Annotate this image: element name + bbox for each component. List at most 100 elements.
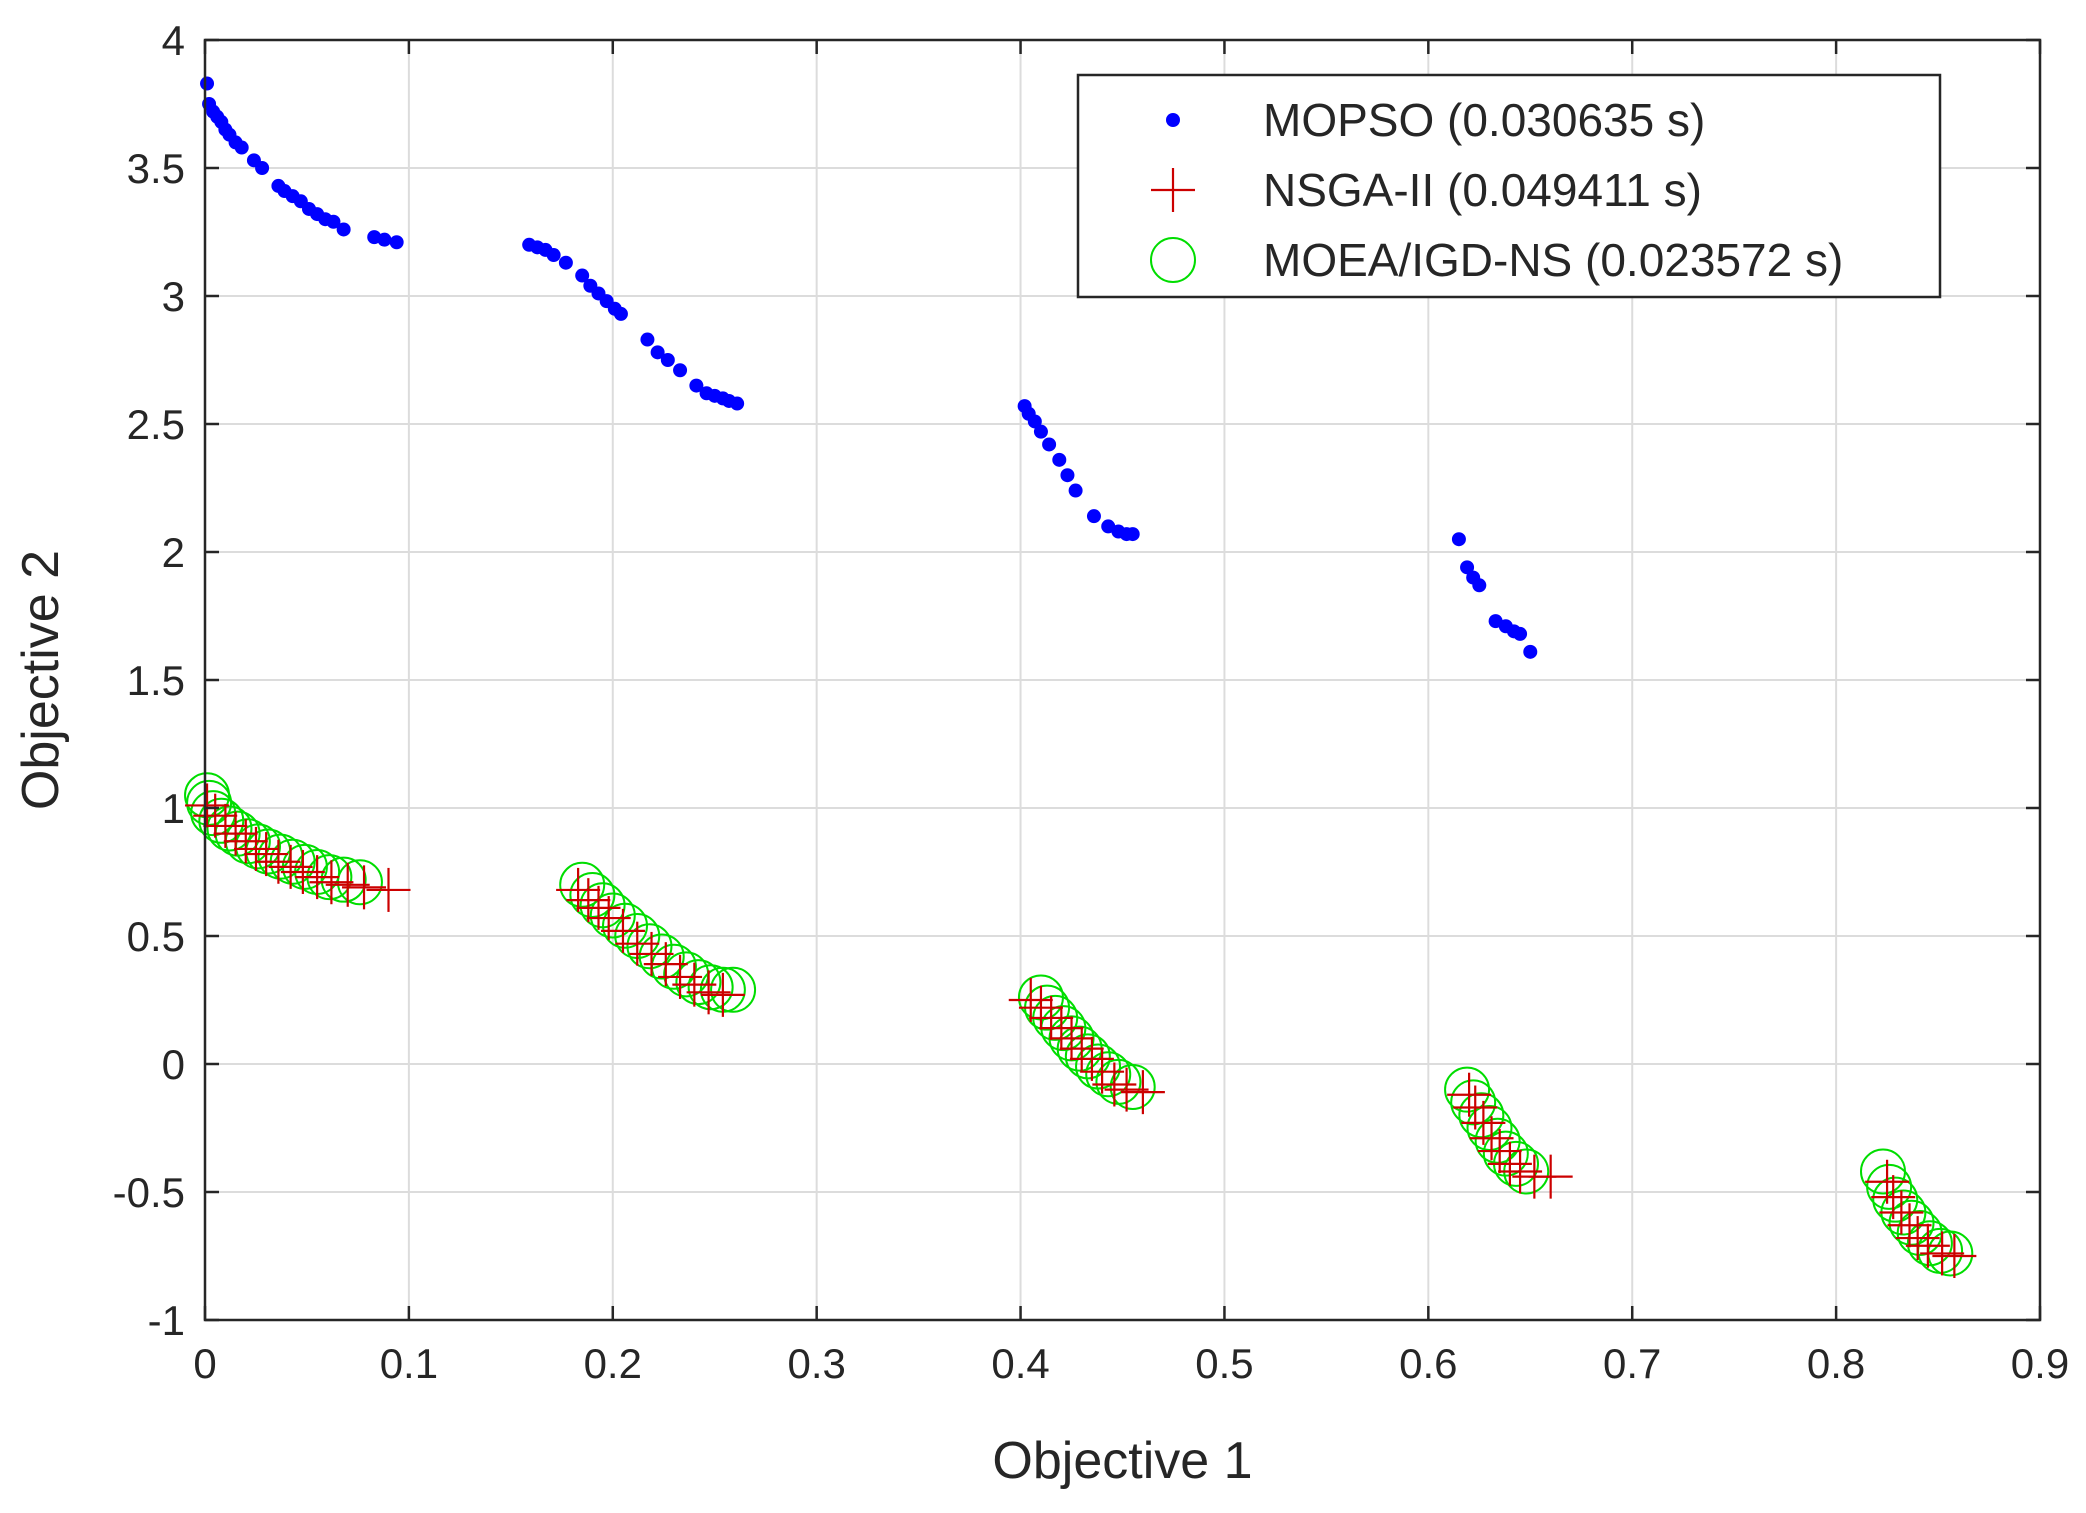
- x-tick-label: 0.5: [1195, 1340, 1253, 1387]
- data-point-plus: [1920, 1231, 1965, 1276]
- legend: MOPSO (0.030635 s) NSGA-II (0.049411 s) MO…: [1076, 73, 1942, 299]
- data-point-plus: [233, 826, 278, 871]
- series-dot: [200, 76, 1538, 659]
- data-point-plus: [1447, 1072, 1492, 1117]
- data-point-plus: [1059, 1026, 1104, 1071]
- y-tick-label: 1.5: [127, 657, 185, 704]
- data-point-circle: [602, 902, 649, 949]
- data-point-dot: [1460, 560, 1475, 575]
- data-point-circle: [1872, 1176, 1919, 1223]
- data-point-dot: [613, 306, 628, 321]
- data-point-plus: [1018, 985, 1063, 1030]
- data-point-dot: [377, 232, 392, 247]
- tick-labels: 0 0.1 0.2 0.3 0.4 0.5 0.6 0.7 0.8 0.9 -1 -0.5 0 0.5 1 1…: [113, 17, 2070, 1387]
- legend-marker-circle: [1150, 237, 1196, 283]
- data-point-plus: [1029, 995, 1074, 1040]
- data-point-plus: [1008, 978, 1053, 1022]
- legend-box: [1076, 73, 1942, 299]
- data-point-plus: [1528, 1154, 1573, 1199]
- data-point-circle: [710, 966, 757, 1013]
- data-point-plus: [1487, 1141, 1532, 1186]
- x-tick-label: 0.7: [1603, 1340, 1661, 1387]
- data-point-plus: [256, 839, 301, 884]
- data-point-plus: [1104, 1067, 1149, 1112]
- data-point-circle: [206, 805, 253, 852]
- legend-label: NSGA-II (0.049411 s): [1263, 164, 1702, 216]
- data-point-plus: [1049, 1016, 1094, 1061]
- data-point-plus: [1879, 1190, 1924, 1235]
- data-point-dot: [1033, 424, 1048, 439]
- data-point-circle: [1064, 1033, 1111, 1080]
- data-point-plus: [325, 862, 370, 907]
- y-tick-label: -1: [148, 1297, 185, 1344]
- x-tick-label: 0.1: [380, 1340, 438, 1387]
- legend-entry: MOEA/IGD-NS (0.023572 s): [1150, 234, 1843, 286]
- data-point-plus: [700, 972, 745, 1017]
- data-point-dot: [1125, 527, 1140, 542]
- data-point-dot: [1086, 509, 1101, 524]
- data-point-circle: [589, 892, 636, 939]
- y-tick-label: 4: [162, 17, 185, 64]
- data-point-circle: [1109, 1064, 1156, 1111]
- data-point-plus: [193, 793, 238, 838]
- data-point-circle: [1482, 1130, 1529, 1177]
- y-tick-label: 2: [162, 529, 185, 576]
- data-point-dot: [1042, 437, 1057, 452]
- data-point-dot: [326, 214, 341, 229]
- data-point-dot: [255, 161, 270, 175]
- data-point-dot: [234, 140, 249, 155]
- data-point-plus: [1895, 1216, 1940, 1261]
- legend-marker-dot: [1166, 113, 1180, 127]
- data-point-plus: [1469, 1116, 1514, 1161]
- data-point-plus: [185, 783, 230, 828]
- data-point-plus: [1887, 1203, 1932, 1248]
- data-point-dot: [1068, 483, 1083, 498]
- y-tick-label: 1: [162, 785, 185, 832]
- data-point-circle: [1866, 1163, 1913, 1210]
- data-point-dot: [660, 353, 675, 367]
- data-point-plus: [223, 819, 268, 864]
- y-tick-label: 0: [162, 1041, 185, 1088]
- data-point-plus: [1069, 1036, 1114, 1081]
- y-tick-label: -0.5: [113, 1169, 185, 1216]
- x-tick-label: 0.2: [584, 1340, 642, 1387]
- data-point-circle: [638, 933, 685, 980]
- y-tick-label: 0.5: [127, 913, 185, 960]
- data-point-dot: [650, 345, 665, 360]
- data-point-plus: [1080, 1049, 1125, 1094]
- data-point-dot: [673, 363, 688, 378]
- data-point-dot: [1027, 414, 1042, 429]
- data-point-plus: [268, 844, 313, 889]
- axis-ticks: [203, 38, 2042, 1322]
- data-point-plus: [244, 832, 289, 877]
- x-tick-label: 0.3: [787, 1340, 845, 1387]
- x-tick-label: 0.6: [1399, 1340, 1457, 1387]
- data-point-plus: [566, 878, 611, 923]
- data-point-plus: [1039, 1006, 1084, 1051]
- data-point-circle: [1085, 1051, 1132, 1098]
- data-point-circle: [320, 856, 367, 903]
- y-tick-label: 2.5: [127, 401, 185, 448]
- data-point-circle: [626, 923, 673, 970]
- legend-label: MOPSO (0.030635 s): [1263, 94, 1705, 146]
- legend-marker-plus: [1151, 168, 1195, 212]
- data-point-dot: [558, 255, 573, 270]
- data-point-dot: [546, 248, 561, 263]
- data-point-plus: [556, 867, 601, 912]
- data-point-circle: [198, 797, 245, 844]
- data-point-dot: [640, 332, 655, 347]
- legend-entry: NSGA-II (0.049411 s): [1151, 164, 1702, 216]
- data-point-plus: [366, 867, 411, 912]
- data-point-dot: [389, 235, 404, 250]
- data-point-dot: [1052, 452, 1067, 467]
- data-point-plus: [1477, 1129, 1522, 1174]
- data-point-plus: [1092, 1062, 1137, 1107]
- data-point-plus: [1932, 1234, 1977, 1278]
- data-point-dot: [1472, 578, 1487, 593]
- data-point-dot: [689, 378, 704, 393]
- data-point-dot: [200, 76, 215, 91]
- data-point-circle: [675, 959, 722, 1006]
- data-point-plus: [1120, 1070, 1165, 1115]
- y-tick-label: 3: [162, 273, 185, 320]
